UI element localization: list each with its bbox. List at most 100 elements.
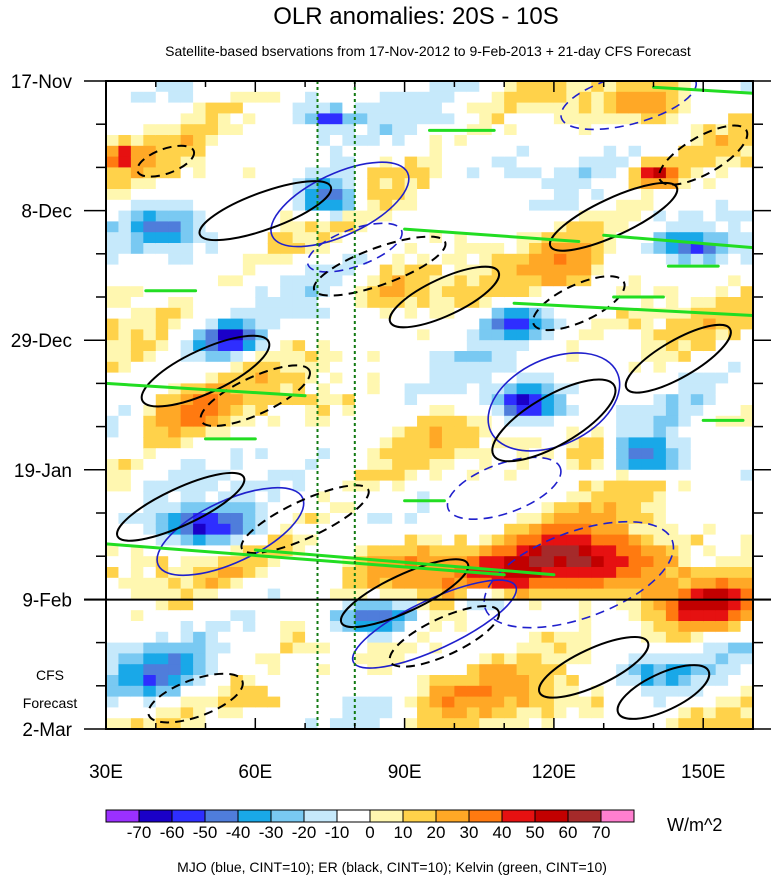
- heatmap-cell: [118, 696, 132, 708]
- heatmap-cell: [317, 372, 331, 384]
- heatmap-cell: [728, 577, 742, 590]
- heatmap-cell: [193, 718, 207, 729]
- heatmap-cell: [217, 135, 232, 147]
- heatmap-cell: [491, 448, 505, 460]
- heatmap-cell: [603, 523, 617, 536]
- heatmap-cell: [130, 664, 144, 676]
- heatmap-cell: [504, 340, 518, 352]
- heatmap-cell: [367, 437, 381, 449]
- heatmap-cell: [441, 545, 455, 557]
- heatmap-cell: [591, 81, 605, 93]
- heatmap-cell: [242, 469, 256, 482]
- heatmap-cell: [180, 135, 194, 147]
- heatmap-cell: [578, 383, 592, 395]
- colorbar-swatch: [402, 809, 437, 823]
- heatmap-cell: [603, 513, 617, 525]
- heatmap-cell: [205, 448, 219, 460]
- heatmap-cell: [603, 448, 617, 460]
- heatmap-cell: [491, 480, 505, 492]
- heatmap-cell: [441, 307, 455, 320]
- heatmap-cell: [491, 124, 505, 136]
- heatmap-cell: [106, 167, 120, 179]
- heatmap-cell: [516, 415, 530, 428]
- heatmap-cell: [578, 437, 592, 449]
- heatmap-cell: [417, 642, 431, 654]
- heatmap-cell: [728, 480, 742, 492]
- heatmap-cell: [379, 405, 393, 417]
- heatmap-cell: [392, 459, 406, 471]
- heatmap-cell: [703, 664, 717, 676]
- heatmap-cell: [230, 459, 244, 471]
- heatmap-cell: [529, 448, 543, 460]
- heatmap-cell: [267, 577, 281, 590]
- heatmap-cell: [504, 599, 518, 611]
- heatmap-cell: [130, 459, 144, 471]
- heatmap-cell: [429, 145, 443, 158]
- heatmap-cell: [230, 588, 244, 600]
- heatmap-cell: [255, 523, 269, 536]
- heatmap-cell: [404, 415, 418, 428]
- heatmap-cell: [641, 318, 655, 330]
- heatmap-cell: [454, 718, 468, 729]
- heatmap-cell: [130, 621, 144, 633]
- heatmap-cell: [155, 502, 169, 514]
- heatmap-cell: [329, 167, 343, 179]
- heatmap-cell: [155, 675, 169, 687]
- heatmap-cell: [566, 145, 580, 158]
- heatmap-cell: [329, 707, 343, 719]
- heatmap-cell: [454, 232, 468, 244]
- heatmap-cell: [367, 361, 381, 374]
- heatmap-cell: [578, 91, 592, 104]
- heatmap-cell: [616, 124, 630, 136]
- heatmap-cell: [106, 599, 120, 611]
- heatmap-cell: [703, 167, 717, 179]
- heatmap-cell: [118, 307, 132, 320]
- heatmap-cell: [118, 685, 132, 698]
- heatmap-cell: [118, 469, 132, 482]
- heatmap-cell: [728, 631, 742, 644]
- heatmap-cell: [143, 631, 157, 644]
- heatmap-cell: [354, 556, 368, 568]
- heatmap-cell: [641, 178, 655, 190]
- heatmap-cell: [703, 102, 717, 114]
- heatmap-cell: [653, 113, 667, 125]
- colorbar-swatch: [600, 809, 635, 823]
- heatmap-cell: [305, 199, 319, 212]
- heatmap-cell: [354, 469, 368, 482]
- heatmap-cell: [280, 81, 294, 93]
- heatmap-cell: [703, 91, 717, 104]
- heatmap-cell: [553, 199, 567, 212]
- heatmap-cell: [578, 610, 592, 622]
- heatmap-cell: [280, 437, 294, 449]
- heatmap-cell: [728, 567, 742, 579]
- heatmap-cell: [379, 113, 393, 125]
- heatmap-cell: [404, 297, 418, 309]
- heatmap-cell: [205, 523, 219, 536]
- heatmap-cell: [641, 588, 655, 600]
- heatmap-cell: [479, 491, 493, 503]
- heatmap-cell: [292, 513, 306, 525]
- heatmap-cell: [678, 437, 692, 449]
- heatmap-cell: [379, 675, 393, 687]
- heatmap-cell: [417, 178, 431, 190]
- heatmap-cell: [665, 664, 679, 676]
- heatmap-cell: [118, 513, 132, 525]
- heatmap-cell: [367, 286, 381, 298]
- heatmap-cell: [255, 567, 269, 579]
- heatmap-cell: [417, 588, 431, 600]
- heatmap-cell: [690, 135, 704, 147]
- heatmap-cell: [728, 189, 742, 201]
- heatmap-cell: [429, 102, 443, 114]
- heatmap-cell: [329, 394, 343, 406]
- heatmap-cell: [516, 361, 530, 374]
- heatmap-cell: [641, 545, 655, 557]
- heatmap-cell: [504, 653, 518, 665]
- heatmap-cell: [155, 642, 169, 654]
- heatmap-cell: [516, 437, 530, 449]
- heatmap-cell: [217, 664, 232, 676]
- heatmap-cell: [566, 297, 580, 309]
- heatmap-cell: [491, 361, 505, 374]
- heatmap-cell: [193, 243, 207, 255]
- heatmap-cell: [429, 264, 443, 276]
- heatmap-cell: [305, 318, 319, 330]
